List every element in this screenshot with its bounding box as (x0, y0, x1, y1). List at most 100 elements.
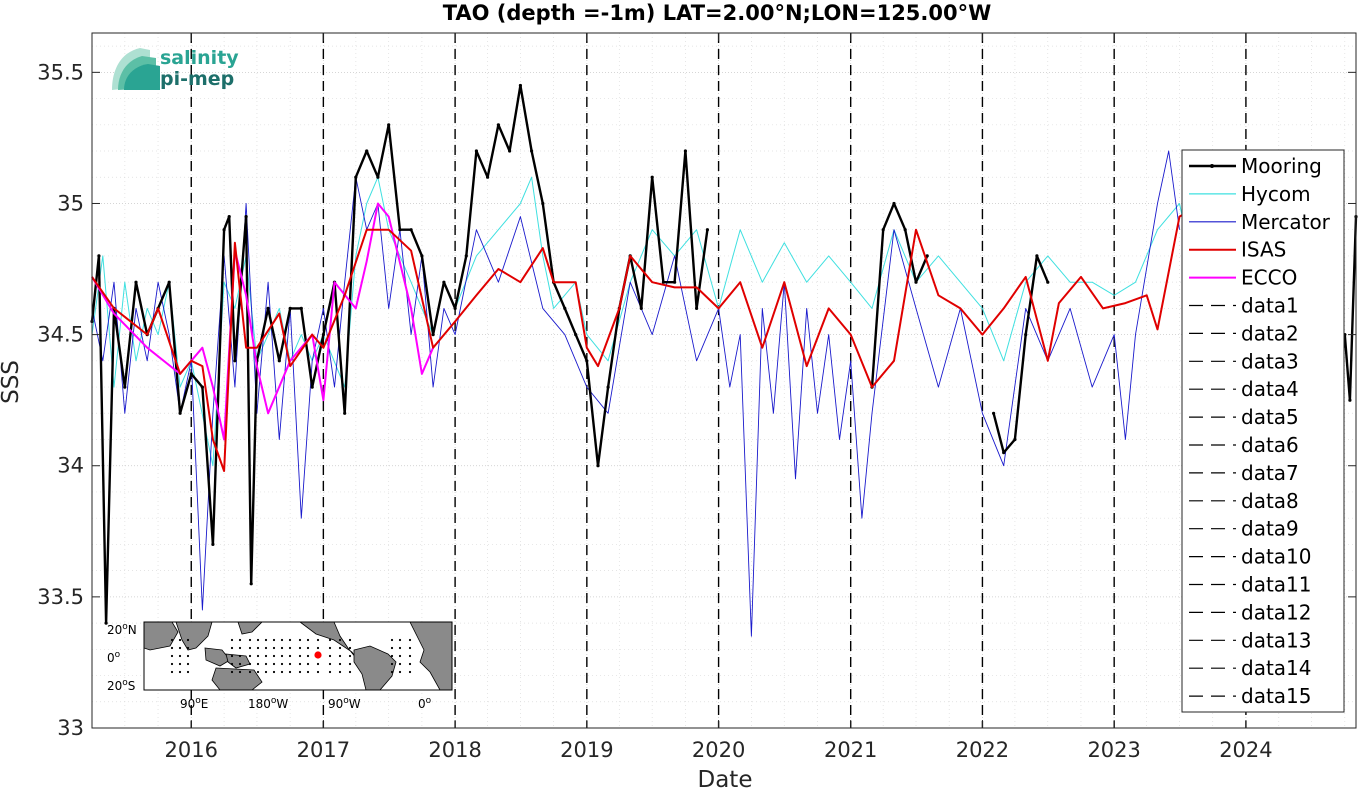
mooring-point (892, 201, 896, 206)
mooring-dot (230, 638, 234, 642)
mooring-point (639, 306, 643, 310)
mooring-dot (408, 646, 412, 650)
series-line-hycom (91, 176, 1192, 467)
mooring-dot (306, 638, 310, 642)
legend: Mooring Hycom Mercator ISAS ECCO data1 data2 da… (1181, 149, 1345, 713)
selected-mooring-marker (314, 651, 322, 659)
x-tick-labels: 2016 2017 2018 2019 2020 2021 2022 2023 2024 (165, 738, 1273, 762)
mooring-point (189, 372, 193, 376)
mooring-point (211, 542, 215, 547)
mooring-dot (170, 638, 174, 642)
mooring-point (464, 254, 468, 258)
mooring-dot (248, 670, 252, 674)
series-line-mooring (870, 202, 929, 388)
mooring-dot (264, 670, 268, 674)
mooring-point (596, 464, 600, 468)
mooring-point (299, 306, 303, 310)
mooring-dot (238, 654, 242, 658)
mooring-dot (272, 638, 276, 642)
mooring-point (486, 175, 490, 179)
y-tick-label: 33 (57, 716, 84, 740)
legend-label: data5 (1241, 405, 1299, 429)
mooring-point (420, 254, 424, 258)
mooring-point (518, 83, 523, 88)
mooring-dot (328, 638, 332, 642)
y-tick-label: 34.5 (37, 323, 84, 347)
mooring-dot (256, 654, 260, 658)
mooring-point (496, 123, 500, 127)
mooring-dot (178, 654, 182, 658)
mooring-dot (408, 638, 412, 642)
mooring-dot (348, 662, 352, 666)
mooring-dot (338, 670, 342, 674)
mooring-point (442, 280, 446, 284)
mooring-dot (238, 670, 242, 674)
mooring-point (925, 254, 929, 258)
mooring-dot (390, 654, 394, 658)
mooring-dot (390, 670, 394, 674)
mooring-dot (230, 670, 234, 674)
mooring-dot (390, 638, 394, 642)
y-tick-label: 33.5 (37, 585, 84, 609)
mooring-dot (272, 670, 276, 674)
mooring-point (541, 201, 545, 206)
mooring-point (97, 254, 101, 258)
mooring-dot (186, 654, 190, 658)
mooring-dot (328, 662, 332, 666)
mooring-dot (338, 654, 342, 658)
mooring-dot (230, 662, 234, 666)
mooring-dot (328, 646, 332, 650)
mooring-point (606, 385, 610, 389)
legend-label: data6 (1241, 433, 1299, 457)
map-lon-label: 90oW (328, 696, 361, 711)
mooring-dot (230, 646, 234, 650)
mooring-point (1024, 333, 1028, 337)
legend-label: Mooring (1241, 154, 1322, 178)
mooring-dot (280, 646, 284, 650)
mooring-point (398, 228, 402, 232)
mooring-dot (170, 654, 174, 658)
mooring-dot (230, 654, 234, 658)
x-tick-label: 2016 (165, 738, 218, 762)
mooring-point (661, 280, 666, 284)
mooring-point (673, 280, 677, 284)
mooring-dot (186, 670, 190, 674)
logo-text-pi-mep: pi-mep (160, 68, 234, 90)
mooring-dot (408, 654, 412, 658)
mooring-dot (248, 654, 252, 658)
logo-waves-icon (112, 48, 160, 90)
mooring-point (310, 385, 314, 389)
mooring-point (508, 149, 512, 153)
plot-frame (91, 32, 1357, 729)
legend-label: data14 (1241, 656, 1312, 680)
mooring-dot (264, 646, 268, 650)
mooring-dot (272, 654, 276, 658)
mooring-dot (298, 638, 302, 642)
mooring-point (266, 306, 270, 310)
legend-label: data4 (1241, 377, 1299, 401)
mooring-dot (328, 670, 332, 674)
mooring-point (354, 175, 358, 179)
mooring-point (167, 280, 171, 284)
series-line-mooring (992, 254, 1049, 454)
mooring-dot (256, 662, 260, 666)
mooring-dot (288, 654, 292, 658)
mooring-point (376, 175, 380, 179)
legend-label: data7 (1241, 461, 1299, 485)
mooring-dot (170, 662, 174, 666)
mooring-dot (288, 662, 292, 666)
mooring-point (992, 411, 996, 415)
mooring-point (650, 175, 654, 179)
mooring-point (705, 228, 710, 232)
legend-label: data2 (1241, 321, 1299, 345)
x-tick-label: 2022 (956, 738, 1009, 762)
map-lon-label: 90oE (180, 696, 208, 711)
mooring-dot (248, 638, 252, 642)
chart-title: TAO (depth =-1m) LAT=2.00°N;LON=125.00°W (443, 1, 992, 25)
legend-label: data15 (1241, 684, 1312, 708)
mooring-point (683, 149, 688, 153)
mooring-dot (280, 638, 284, 642)
